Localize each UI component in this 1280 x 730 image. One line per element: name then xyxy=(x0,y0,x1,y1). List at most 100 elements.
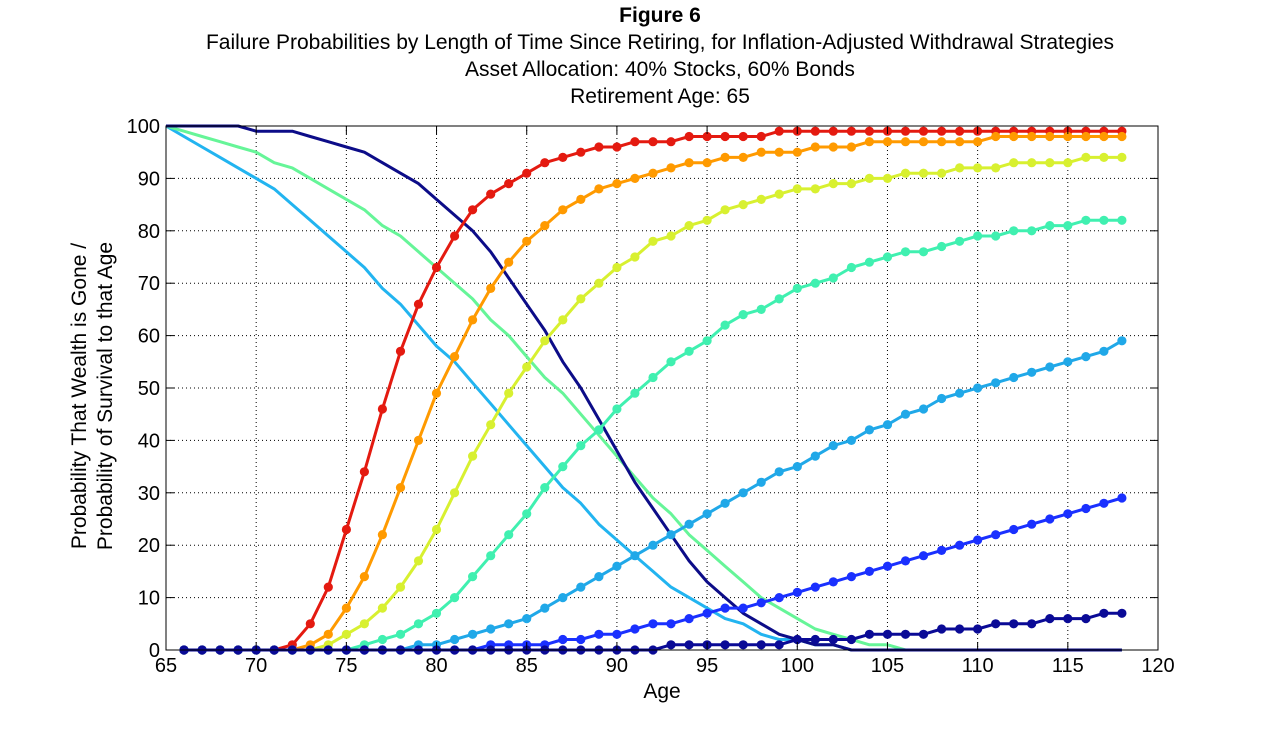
failure-curve-point xyxy=(612,561,622,571)
failure-curve-point xyxy=(720,603,730,613)
failure-curve-point xyxy=(504,530,514,540)
failure-curve-point xyxy=(558,315,568,325)
failure-curve-point xyxy=(576,294,586,304)
failure-curve-point xyxy=(900,137,911,147)
y-tick-label: 80 xyxy=(138,221,160,243)
failure-curve-point xyxy=(522,168,532,178)
x-tick-label: 115 xyxy=(1052,655,1084,677)
failure-curve-point xyxy=(450,593,460,603)
failure-curve-point xyxy=(774,640,784,650)
y-tick-label: 90 xyxy=(138,168,160,190)
failure-curve-point xyxy=(918,126,929,136)
y-tick-label: 20 xyxy=(138,535,160,557)
failure-curve-point xyxy=(486,283,496,293)
x-tick-label: 75 xyxy=(335,655,357,677)
failure-curve-point xyxy=(973,231,983,241)
failure-curve-point xyxy=(504,388,514,398)
failure-curve-point xyxy=(540,336,550,346)
failure-curve-point xyxy=(395,483,406,493)
failure-curve-point xyxy=(900,247,911,257)
failure-curve-point xyxy=(918,168,929,178)
failure-curve-point xyxy=(720,152,730,162)
failure-curve-point xyxy=(1027,367,1037,377)
failure-curve-point xyxy=(810,582,820,592)
failure-curve-point xyxy=(1009,226,1019,236)
failure-curve-point xyxy=(846,179,857,189)
failure-curve-point xyxy=(395,346,406,356)
failure-curve-point xyxy=(720,320,730,330)
failure-curve-point xyxy=(450,352,460,362)
failure-curve-point xyxy=(900,126,911,136)
x-tick-label: 85 xyxy=(516,655,538,677)
failure-curve-point xyxy=(774,189,784,199)
failure-curve-point xyxy=(431,524,442,535)
failure-curve-point xyxy=(738,488,748,498)
failure-curve-point xyxy=(864,629,875,639)
failure-curve-point xyxy=(359,619,369,629)
failure-curve-point xyxy=(341,524,351,535)
failure-curve-point xyxy=(413,435,424,445)
failure-curve-point xyxy=(450,488,460,498)
failure-curve-point xyxy=(648,619,658,629)
failure-curve-point xyxy=(1063,221,1073,231)
failure-curve-point xyxy=(648,540,658,550)
failure-curve-point xyxy=(1099,498,1109,508)
failure-curve-point xyxy=(612,142,622,152)
failure-curve-point xyxy=(973,535,983,545)
y-axis-label-line1: Probability That Wealth is Gone / xyxy=(68,243,91,549)
failure-curve-point xyxy=(558,152,568,162)
failure-curve-point xyxy=(1027,619,1037,629)
failure-curve-point xyxy=(810,142,820,152)
failure-curve-point xyxy=(486,624,496,634)
failure-curve-point xyxy=(882,561,893,571)
failure-curve-point xyxy=(937,137,947,147)
failure-curve-point xyxy=(630,173,640,183)
failure-curve-point xyxy=(1009,158,1019,168)
failure-curve-point xyxy=(864,137,875,147)
failure-curve-point xyxy=(648,137,658,147)
failure-curve-point xyxy=(576,634,586,645)
failure-curve-point xyxy=(792,184,802,194)
failure-curve-point xyxy=(882,252,893,262)
failure-curve-point xyxy=(756,131,766,142)
failure-curve-point xyxy=(468,315,478,325)
x-tick-label: 105 xyxy=(871,655,904,677)
failure-curve-point xyxy=(955,236,965,246)
failure-curve-point xyxy=(486,420,496,430)
failure-curve-point xyxy=(684,131,694,142)
failure-curve-point xyxy=(973,383,983,393)
x-axis-label: Age xyxy=(643,680,680,703)
failure-curve-point xyxy=(900,629,911,639)
failure-curve-point xyxy=(756,598,766,608)
failure-curve-point xyxy=(864,425,875,435)
failure-curve-point xyxy=(1117,152,1127,162)
failure-curve-point xyxy=(810,451,820,461)
failure-curve-point xyxy=(684,640,694,650)
failure-curve-point xyxy=(955,388,965,398)
failure-curve-point xyxy=(323,582,333,592)
failure-curve-point xyxy=(540,221,550,231)
failure-curve-point xyxy=(955,126,965,136)
failure-curve-point xyxy=(648,168,658,178)
failure-curve-point xyxy=(792,283,802,293)
failure-curve-point xyxy=(1045,362,1055,372)
failure-curve-point xyxy=(612,179,622,189)
failure-curve-point xyxy=(991,163,1001,173)
failure-curve-point xyxy=(1099,346,1109,356)
failure-curve-point xyxy=(630,252,640,262)
failure-curve-point xyxy=(1027,519,1037,529)
failure-curve-point xyxy=(1027,158,1037,168)
failure-curve-point xyxy=(359,572,369,582)
failure-curve-point xyxy=(702,336,712,346)
failure-curve-point xyxy=(504,179,514,189)
failure-curve-point xyxy=(738,603,748,613)
failure-curve-point xyxy=(377,404,387,414)
failure-curve-point xyxy=(341,629,351,639)
failure-curve-point xyxy=(1099,608,1109,618)
failure-curve-point xyxy=(756,477,766,487)
failure-curve-point xyxy=(828,441,838,451)
failure-curve-point xyxy=(648,372,658,383)
failure-curve-point xyxy=(882,420,893,430)
failure-curve-point xyxy=(774,593,784,603)
failure-curve-point xyxy=(468,572,478,582)
